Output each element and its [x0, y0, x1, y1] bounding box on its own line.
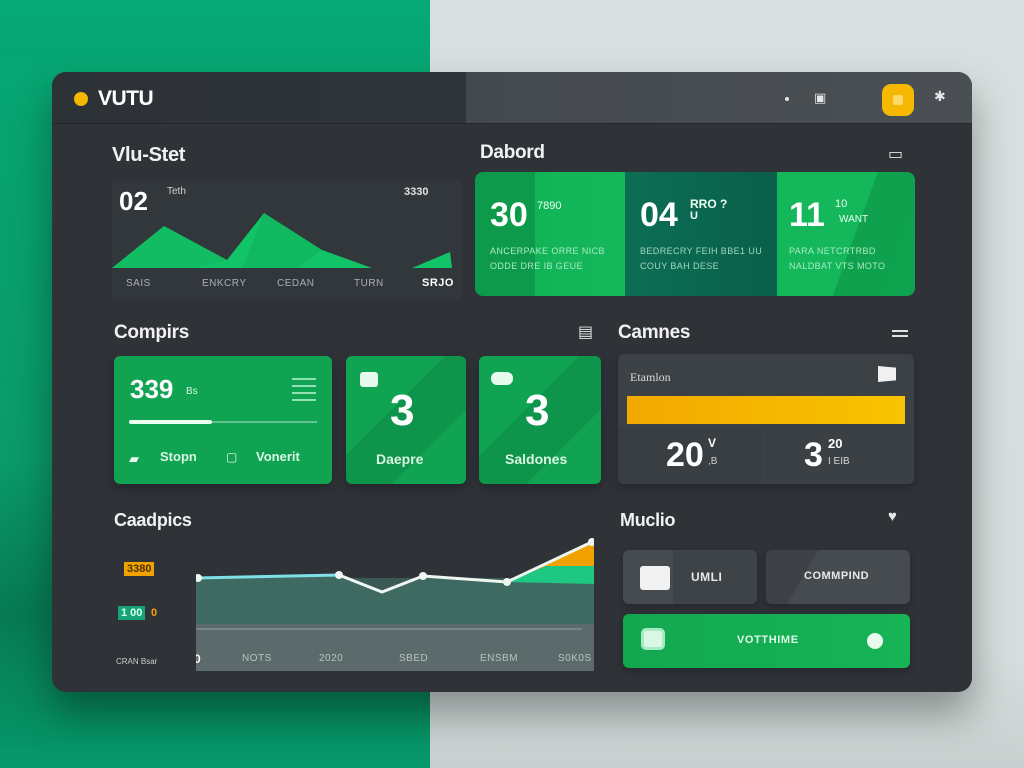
- archive-icon: ▢: [226, 450, 238, 464]
- stats-area-chart[interactable]: 02 Teth 3330 SAIS ENKCRY CEDAN TURN SRJO: [112, 180, 462, 300]
- x-label: 2020: [319, 653, 344, 664]
- stat-sup: 7890: [537, 200, 562, 212]
- headline-value: 02: [119, 186, 148, 216]
- legend-item[interactable]: 3380: [124, 562, 155, 576]
- calendar-icon: [641, 628, 665, 650]
- dashboard-stat-strip: 30 7890 ANCERPAKE ORRE NICB ODDE DRE IB …: [475, 172, 915, 296]
- stat-desc: NALDBAT VTS MOTO: [789, 261, 886, 271]
- x-axis-origin: 0: [196, 652, 202, 666]
- camera-icon: [640, 566, 670, 590]
- compare-title: Compirs: [114, 322, 189, 343]
- progress-fill: [129, 420, 212, 424]
- metric-sup: V: [708, 436, 717, 450]
- button-label: COMMPIND: [804, 570, 870, 582]
- dot-icon[interactable]: [785, 97, 789, 101]
- headline-unit: Teth: [167, 186, 186, 197]
- y-axis-footer: CRAN Bsar: [116, 657, 158, 666]
- camnes-panel: Etamlon 20 V ,B 3 20 I EIB: [618, 354, 914, 484]
- top-right-value: 3330: [404, 186, 429, 198]
- notification-button[interactable]: [882, 84, 914, 116]
- camnes-label: Etamlon: [630, 370, 671, 384]
- stat-desc: ODDE DRE IB GEUE: [490, 261, 583, 271]
- stat-value: 11: [789, 196, 825, 234]
- flag-icon[interactable]: [878, 366, 896, 382]
- metric-sub: ,B: [708, 456, 718, 467]
- metric-sup: 20: [828, 436, 843, 451]
- metric-sub: I EIB: [828, 456, 850, 467]
- progress-track: [129, 420, 317, 424]
- stat-card[interactable]: 30 7890 ANCERPAKE ORRE NICB ODDE DRE IB …: [475, 172, 625, 296]
- stat-sub: U: [690, 210, 698, 222]
- commpind-button[interactable]: COMMPIND: [766, 550, 910, 604]
- image-icon: [360, 372, 378, 387]
- menu-icon[interactable]: [892, 330, 908, 337]
- wallet-icon[interactable]: ▭: [888, 146, 904, 163]
- x-label: SBED: [399, 653, 429, 664]
- x-label: S0K0S: [558, 653, 592, 664]
- square-icon: [893, 95, 903, 105]
- umli-button[interactable]: UMLI: [623, 550, 757, 604]
- stats-panel-title: Vlu-Stet: [112, 144, 186, 166]
- tag-icon: [491, 372, 513, 385]
- compare-small-card[interactable]: 3 Saldones: [479, 356, 601, 484]
- stat-desc: BEDRECRY FEIH BBE1 UU: [640, 246, 763, 256]
- action-label[interactable]: Vonerit: [256, 449, 300, 464]
- metric-cell: 3 20 I EIB: [764, 426, 914, 484]
- x-label: NOTS: [242, 653, 272, 664]
- camnes-title: Camnes: [618, 322, 691, 343]
- stat-desc: PARA NETCRTRBD: [789, 246, 876, 256]
- menu-lines-icon[interactable]: [292, 378, 316, 401]
- stat-sup: 10: [835, 198, 848, 210]
- stat-desc: COUY BAH DESE: [640, 261, 720, 271]
- card-value: 3: [390, 386, 415, 435]
- card-label: Saldones: [505, 451, 568, 467]
- metric-value: 20: [666, 436, 704, 474]
- x-label: SAIS: [126, 278, 151, 289]
- primary-action-button[interactable]: VOTTHIME: [623, 614, 910, 668]
- x-label: CEDAN: [277, 278, 315, 289]
- muclio-title: Muclio: [620, 510, 676, 530]
- document-icon[interactable]: ▤: [578, 324, 594, 341]
- legend-item[interactable]: 1 00: [118, 606, 146, 620]
- compare-main-card[interactable]: 339 Bs ▰ Stopn ▢ Vonerit: [114, 356, 332, 484]
- stat-value: 04: [640, 196, 678, 234]
- title-bar: VUTU ▣ ✱: [52, 72, 972, 124]
- stat-sup: RRO ?: [690, 197, 728, 211]
- card-label: Daepre: [376, 451, 424, 467]
- stat-sub: WANT: [839, 214, 869, 225]
- settings-icon[interactable]: ✱: [934, 88, 946, 104]
- stat-card[interactable]: 04 RRO ? U BEDRECRY FEIH BBE1 UU COUY BA…: [625, 172, 777, 296]
- app-title: VUTU: [98, 87, 154, 110]
- compare-small-card[interactable]: 3 Daepre: [346, 356, 466, 484]
- action-label[interactable]: Stopn: [160, 449, 197, 464]
- app-window: VUTU ▣ ✱ Vlu-Stet 02 Teth 3330 SAIS ENKC…: [52, 72, 972, 692]
- card-value: 3: [525, 386, 550, 435]
- button-label: UMLI: [691, 570, 723, 584]
- stat-card[interactable]: 11 10 WANT PARA NETCRTRBD NALDBAT VTS MO…: [777, 172, 915, 296]
- stat-value: 30: [490, 196, 528, 234]
- calendar-icon[interactable]: ▣: [814, 90, 827, 105]
- heart-icon[interactable]: ♥: [888, 508, 897, 525]
- caadpics-title: Caadpics: [114, 510, 192, 530]
- metric-cell: 20 V ,B: [618, 426, 762, 484]
- yellow-progress-bar: [627, 396, 905, 424]
- dashboard-title: Dabord: [480, 142, 545, 163]
- chevron-icon: [867, 633, 883, 649]
- area-chart-graphic: [112, 213, 452, 268]
- compare-value: 339: [130, 374, 174, 404]
- line-chart[interactable]: 0 NOTS 2020 SBED ENSBM S0K0S: [196, 536, 594, 671]
- x-label: ENSBM: [480, 653, 519, 664]
- logo-icon: [74, 92, 88, 106]
- x-label: ENKCRY: [202, 278, 247, 289]
- stat-desc: ANCERPAKE ORRE NICB: [490, 246, 605, 256]
- line-chart-graphic: [196, 536, 594, 671]
- button-label: VOTTHIME: [737, 634, 799, 646]
- folder-icon: ▰: [129, 451, 139, 466]
- legend-item[interactable]: 0: [151, 607, 158, 619]
- x-label: TURN: [354, 278, 384, 289]
- compare-unit: Bs: [186, 386, 198, 397]
- metric-value: 3: [804, 436, 823, 474]
- x-label: SRJO: [422, 277, 454, 289]
